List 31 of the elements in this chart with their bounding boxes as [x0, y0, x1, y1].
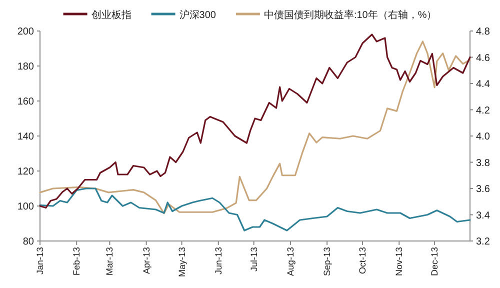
y-tick-label: 120 — [17, 166, 34, 178]
y-tick-label: 100 — [17, 202, 34, 213]
x-tick-label: Jun-13 — [213, 247, 224, 275]
y-tick-label: 180 — [17, 62, 34, 73]
x-tick-label: Dec-13 — [430, 247, 440, 276]
legend-label: 中债国债到期收益率:10年（右轴，%） — [264, 9, 437, 21]
y2-tick-label: 4.8 — [476, 26, 490, 38]
y-tick-label: 200 — [17, 26, 34, 38]
y2-tick-label: 3.4 — [476, 210, 490, 222]
y2-tick-label: 4.6 — [476, 52, 490, 64]
x-tick-label: Nov-13 — [394, 247, 404, 276]
y2-tick-label: 3.6 — [476, 184, 490, 196]
y-tick-label: 160 — [17, 96, 34, 108]
y-tick-label: 140 — [17, 132, 34, 143]
y2-tick-label: 4.2 — [476, 105, 490, 116]
y2-tick-label: 4.0 — [476, 132, 490, 143]
x-tick-label: Sep-13 — [322, 247, 332, 276]
y2-tick-label: 3.8 — [476, 158, 490, 169]
x-tick-label: Apr-13 — [141, 247, 152, 274]
x-tick-label: Feb-13 — [72, 247, 82, 276]
x-tick-label: Jan-13 — [35, 247, 45, 275]
x-tick-label: Oct-13 — [358, 247, 368, 274]
y-tick-label: 80 — [22, 236, 34, 248]
legend-label: 创业板指 — [91, 9, 132, 21]
legend-label: 沪深300 — [179, 9, 216, 21]
y2-tick-label: 3.2 — [476, 236, 490, 248]
x-tick-label: Jul-13 — [248, 247, 259, 272]
x-tick-label: Mar-13 — [104, 247, 115, 276]
x-tick-label: Aug-13 — [285, 247, 296, 276]
y2-tick-label: 4.4 — [476, 79, 490, 90]
x-tick-label: May-13 — [176, 247, 187, 278]
